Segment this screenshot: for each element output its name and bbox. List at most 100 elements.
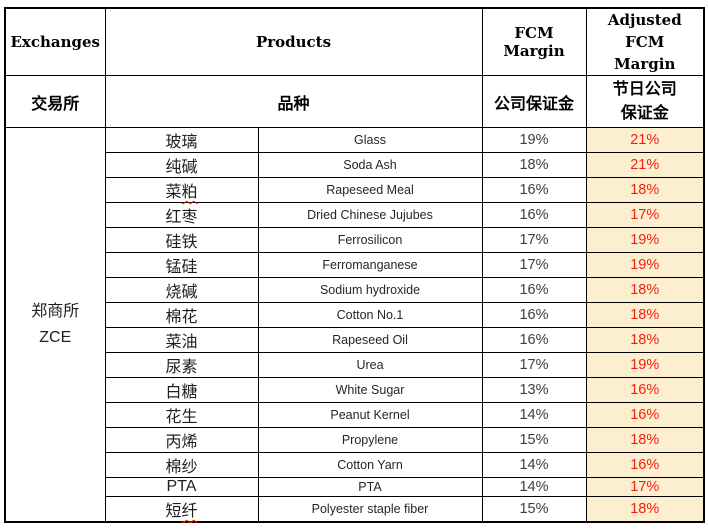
adjusted-margin-cell: 18%: [585, 277, 705, 303]
product-en-cell: Propylene: [257, 427, 483, 453]
adjusted-margin-cell: 16%: [585, 452, 705, 478]
fcm-margin-cell: 13%: [481, 377, 587, 403]
adjusted-margin-cell: 18%: [585, 177, 705, 203]
header-exchanges-en: Exchanges: [4, 7, 106, 76]
product-cn-cell: 锰硅: [104, 252, 259, 278]
fcm-margin-cell: 17%: [481, 252, 587, 278]
table-row: 纯碱 Soda Ash 18% 21%: [5, 152, 705, 178]
product-en-cell: Sodium hydroxide: [257, 277, 483, 303]
product-cn-cell: 短纤: [104, 496, 259, 523]
product-cn-cell: 硅铁: [104, 227, 259, 253]
adjusted-margin-cell: 17%: [585, 477, 705, 497]
table-row: 棉纱 Cotton Yarn 14% 16%: [5, 452, 705, 478]
header-adjusted-fcm-margin-cn: 节日公司保证金: [585, 75, 705, 128]
product-cn-cell: 纯碱: [104, 152, 259, 178]
table-row: 棉花 Cotton No.1 16% 18%: [5, 302, 705, 328]
product-en-cell: Urea: [257, 352, 483, 378]
fcm-margin-cell: 16%: [481, 277, 587, 303]
product-cn-cell: 白糖: [104, 377, 259, 403]
table-row: 硅铁 Ferrosilicon 17% 19%: [5, 227, 705, 253]
product-cn-cell: 菜油: [104, 327, 259, 353]
header-fcm-margin-cn: 公司保证金: [481, 75, 587, 128]
adjusted-margin-cell: 19%: [585, 352, 705, 378]
table-row: 烧碱 Sodium hydroxide 16% 18%: [5, 277, 705, 303]
product-en-cell: Dried Chinese Jujubes: [257, 202, 483, 228]
adjusted-margin-cell: 18%: [585, 427, 705, 453]
table-row: 花生 Peanut Kernel 14% 16%: [5, 402, 705, 428]
product-en-cell: PTA: [257, 477, 483, 497]
table-row: 锰硅 Ferromanganese 17% 19%: [5, 252, 705, 278]
product-cn-cell: 棉花: [104, 302, 259, 328]
header-row-english: Exchanges Products FCM Margin Adjusted F…: [4, 7, 705, 76]
header-adjusted-fcm-margin-cn-text: 节日公司保证金: [612, 80, 677, 122]
product-en-cell: White Sugar: [257, 377, 483, 403]
fcm-margin-cell: 15%: [481, 427, 587, 453]
fcm-margin-cell: 15%: [481, 496, 587, 523]
table-header: Exchanges Products FCM Margin Adjusted F…: [4, 7, 705, 128]
table-row: 尿素 Urea 17% 19%: [5, 352, 705, 378]
table-row: PTA PTA 14% 17%: [5, 477, 705, 497]
exchange-code: ZCE: [39, 328, 72, 346]
product-cn-cell: 花生: [104, 402, 259, 428]
spellcheck-squiggle: 纤: [181, 503, 198, 520]
product-cn-cell: 菜粕: [104, 177, 259, 203]
adjusted-margin-cell: 18%: [585, 327, 705, 353]
fcm-margin-cell: 17%: [481, 352, 587, 378]
adjusted-margin-cell: 16%: [585, 402, 705, 428]
product-en-cell: Cotton Yarn: [257, 452, 483, 478]
product-en-cell: Peanut Kernel: [257, 402, 483, 428]
product-en-cell: Polyester staple fiber: [257, 496, 483, 523]
product-en-cell: Ferrosilicon: [257, 227, 483, 253]
adjusted-margin-cell: 21%: [585, 127, 705, 153]
table-row: 菜粕 Rapeseed Meal 16% 18%: [5, 177, 705, 203]
product-cn-cell: 丙烯: [104, 427, 259, 453]
fcm-margin-cell: 16%: [481, 202, 587, 228]
product-cn-cell: 玻璃: [104, 127, 259, 153]
product-cn-cell: 烧碱: [104, 277, 259, 303]
product-en-cell: Rapeseed Oil: [257, 327, 483, 353]
product-en-cell: Ferromanganese: [257, 252, 483, 278]
fcm-margin-cell: 14%: [481, 477, 587, 497]
header-adjusted-fcm-margin-en-text: Adjusted FCM Margin: [607, 11, 682, 73]
table-row: 短纤 Polyester staple fiber 15% 18%: [5, 496, 705, 523]
table-row: 郑商所 ZCE 玻璃 Glass 19% 21%: [4, 127, 705, 523]
adjusted-margin-cell: 19%: [585, 227, 705, 253]
fcm-margin-cell: 19%: [481, 127, 587, 153]
fcm-margin-cell: 14%: [481, 452, 587, 478]
table-row: 丙烯 Propylene 15% 18%: [5, 427, 705, 453]
adjusted-margin-cell: 18%: [585, 302, 705, 328]
product-cn-cell: 棉纱: [104, 452, 259, 478]
product-en-cell: Soda Ash: [257, 152, 483, 178]
fcm-margin-cell: 18%: [481, 152, 587, 178]
fcm-margin-cell: 17%: [481, 227, 587, 253]
margin-table-container: Exchanges Products FCM Margin Adjusted F…: [4, 7, 705, 523]
header-products-en: Products: [104, 7, 483, 76]
adjusted-margin-cell: 21%: [585, 152, 705, 178]
exchange-name-cn: 郑商所: [31, 302, 80, 320]
adjusted-margin-cell: 16%: [585, 377, 705, 403]
header-fcm-margin-en: FCM Margin: [481, 7, 587, 76]
header-exchanges-cn: 交易所: [4, 75, 106, 128]
adjusted-margin-cell: 17%: [585, 202, 705, 228]
product-en-cell: Glass: [257, 127, 483, 153]
header-row-chinese: 交易所 品种 公司保证金 节日公司保证金: [4, 75, 705, 128]
table-row: 红枣 Dried Chinese Jujubes 16% 17%: [5, 202, 705, 228]
header-products-cn: 品种: [104, 75, 483, 128]
product-cn-cell: PTA: [104, 477, 259, 497]
product-en-cell: Rapeseed Meal: [257, 177, 483, 203]
exchange-cell: 郑商所 ZCE: [4, 127, 106, 523]
fcm-margin-cell: 14%: [481, 402, 587, 428]
table-row: 菜油 Rapeseed Oil 16% 18%: [5, 327, 705, 353]
spellcheck-squiggle: 粕: [181, 184, 198, 201]
margin-table: Exchanges Products FCM Margin Adjusted F…: [4, 7, 705, 523]
header-adjusted-fcm-margin-en: Adjusted FCM Margin: [585, 7, 705, 76]
product-cn-cell: 红枣: [104, 202, 259, 228]
fcm-margin-cell: 16%: [481, 177, 587, 203]
fcm-margin-cell: 16%: [481, 302, 587, 328]
product-en-cell: Cotton No.1: [257, 302, 483, 328]
product-cn-cell: 尿素: [104, 352, 259, 378]
table-body: 郑商所 ZCE 玻璃 Glass 19% 21% 纯碱 Soda Ash 18% 21% 菜粕 Rap…: [4, 127, 705, 523]
fcm-margin-cell: 16%: [481, 327, 587, 353]
adjusted-margin-cell: 19%: [585, 252, 705, 278]
table-row: 白糖 White Sugar 13% 16%: [5, 377, 705, 403]
